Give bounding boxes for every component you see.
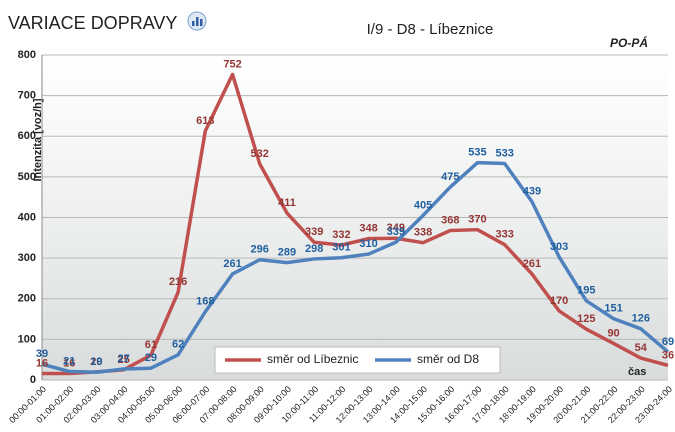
legend: směr od Líbeznic směr od D8 — [214, 346, 501, 374]
chart-title: VARIACE DOPRAVY — [8, 13, 177, 33]
data-label: 20 — [90, 356, 102, 368]
data-label: 533 — [496, 147, 514, 159]
data-label: 61 — [145, 339, 157, 351]
data-label: 296 — [251, 244, 269, 256]
y-tick-label: 300 — [18, 252, 36, 264]
data-label: 125 — [577, 313, 595, 325]
data-label: 339 — [387, 226, 405, 238]
series-line — [41, 160, 670, 375]
data-label: 62 — [172, 339, 184, 351]
data-label: 126 — [632, 313, 650, 325]
data-label: 349 — [387, 222, 405, 234]
data-label: 289 — [278, 247, 296, 259]
data-label: 151 — [604, 303, 622, 315]
y-tick-label: 400 — [18, 211, 36, 223]
data-label: 261 — [223, 258, 241, 270]
data-label: 54 — [635, 342, 648, 354]
legend-label: směr od D8 — [417, 352, 479, 366]
data-label: 170 — [550, 295, 568, 307]
data-label: 39 — [36, 348, 48, 360]
data-label: 168 — [196, 296, 214, 308]
y-tick-label: 700 — [18, 90, 36, 102]
data-label: 405 — [414, 199, 432, 211]
data-label: 216 — [169, 276, 187, 288]
data-label: 411 — [278, 197, 296, 209]
x-axis-label: čas — [628, 366, 646, 378]
data-label: 368 — [441, 214, 459, 226]
icon — [187, 11, 207, 31]
data-label: 21 — [63, 355, 75, 367]
data-label: 535 — [468, 147, 486, 159]
data-label: 339 — [305, 226, 323, 238]
data-label: 332 — [332, 229, 350, 241]
data-label: 69 — [662, 336, 674, 348]
data-label: 36 — [662, 349, 674, 361]
data-label: 195 — [577, 285, 595, 297]
data-label: 613 — [196, 115, 214, 127]
y-tick-label: 0 — [30, 374, 36, 386]
annotation: PO-PÁ — [610, 35, 648, 50]
y-tick-label: 500 — [18, 171, 36, 183]
data-label: 310 — [359, 238, 377, 250]
data-label: 752 — [223, 58, 241, 70]
subtitle: I/9 - D8 - Líbeznice — [367, 21, 494, 38]
legend-box — [214, 346, 501, 374]
y-tick-label: 600 — [18, 130, 36, 142]
series-line — [42, 72, 669, 376]
data-label: 439 — [523, 186, 541, 198]
y-tick-label: 200 — [18, 293, 36, 305]
y-axis-label: Intenzita [voz/h] — [32, 98, 44, 181]
data-label: 261 — [523, 258, 541, 270]
data-label: 90 — [607, 327, 619, 339]
data-label: 16 — [36, 357, 48, 369]
data-label: 298 — [305, 243, 323, 255]
data-label: 29 — [145, 352, 157, 364]
data-label: 16 — [63, 357, 75, 369]
data-label: 27 — [118, 353, 130, 365]
data-label: 301 — [332, 242, 350, 254]
y-tick-label: 800 — [18, 49, 36, 61]
data-label: 333 — [496, 229, 514, 241]
data-label: 25 — [118, 354, 130, 366]
data-label: 370 — [468, 214, 486, 226]
data-label: 303 — [550, 241, 568, 253]
data-label: 19 — [90, 356, 102, 368]
data-label: 532 — [251, 148, 269, 160]
data-label: 348 — [359, 223, 377, 235]
data-label: 338 — [414, 227, 432, 239]
data-label: 475 — [441, 171, 459, 183]
y-tick-label: 100 — [18, 333, 36, 345]
legend-label: směr od Líbeznic — [267, 352, 358, 366]
